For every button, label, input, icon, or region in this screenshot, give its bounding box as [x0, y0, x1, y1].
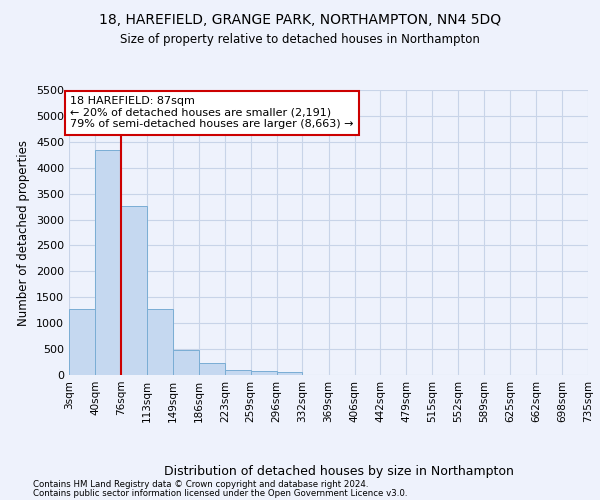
Text: 18, HAREFIELD, GRANGE PARK, NORTHAMPTON, NN4 5DQ: 18, HAREFIELD, GRANGE PARK, NORTHAMPTON,… [99, 12, 501, 26]
Text: Distribution of detached houses by size in Northampton: Distribution of detached houses by size … [164, 464, 514, 477]
Bar [147, 309, 173, 375]
Text: Contains public sector information licensed under the Open Government Licence v3: Contains public sector information licen… [33, 489, 407, 498]
Bar [69, 309, 95, 375]
Text: Size of property relative to detached houses in Northampton: Size of property relative to detached ho… [120, 32, 480, 46]
Text: 18 HAREFIELD: 87sqm
← 20% of detached houses are smaller (2,191)
79% of semi-det: 18 HAREFIELD: 87sqm ← 20% of detached ho… [70, 96, 354, 130]
Bar [95, 150, 121, 375]
Bar [251, 371, 277, 375]
Bar [199, 362, 225, 375]
Bar [121, 206, 147, 375]
Bar [173, 350, 199, 375]
Bar [225, 370, 251, 375]
Bar [277, 372, 302, 375]
Text: Contains HM Land Registry data © Crown copyright and database right 2024.: Contains HM Land Registry data © Crown c… [33, 480, 368, 489]
Y-axis label: Number of detached properties: Number of detached properties [17, 140, 31, 326]
